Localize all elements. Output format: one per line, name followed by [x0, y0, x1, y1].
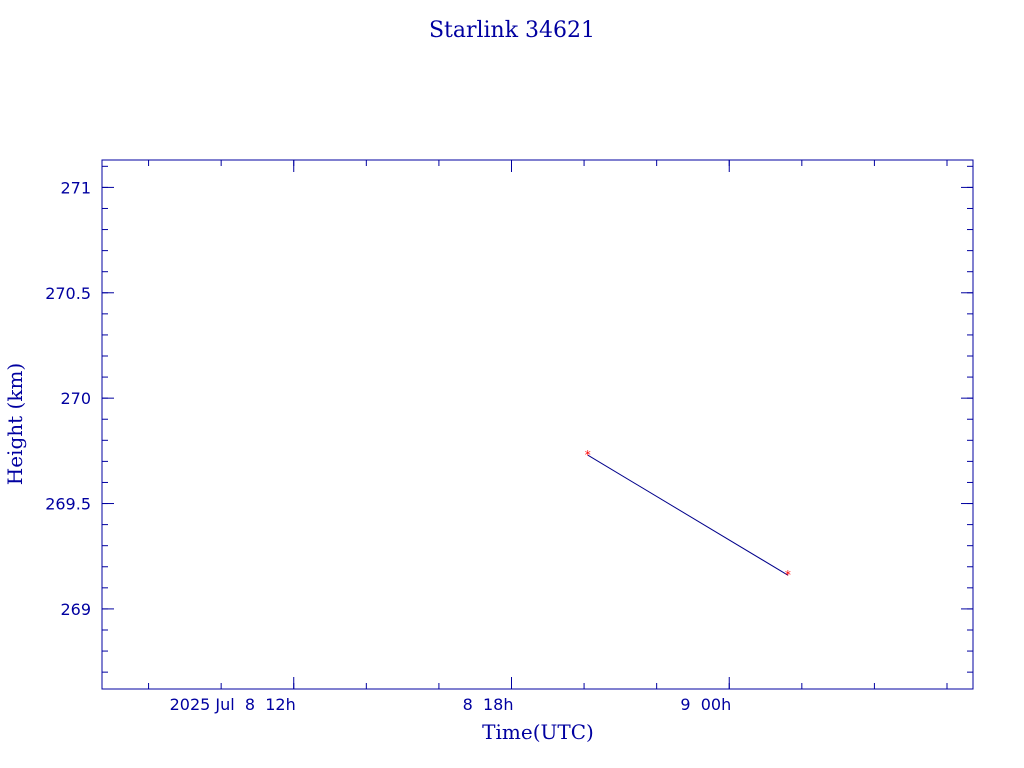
- data-point: *: [585, 448, 591, 462]
- y-axis-ticks: [102, 165, 973, 673]
- y-tick-label: 270: [60, 389, 91, 408]
- y-tick-label: 269: [60, 600, 91, 619]
- y-axis-label: Height (km): [3, 363, 27, 485]
- series-line: [587, 454, 789, 576]
- chart-title: Starlink 34621: [429, 18, 595, 43]
- data-point: *: [785, 568, 791, 582]
- x-axis-tick-labels: 2025 Jul 8 12h 8 18h 9 00h: [170, 695, 732, 714]
- y-tick-label: 269.5: [45, 495, 91, 514]
- x-tick-label: 2025 Jul 8 12h: [170, 695, 296, 714]
- series-layer: **: [585, 448, 791, 582]
- x-tick-label: 9 00h: [680, 695, 731, 714]
- y-axis-tick-labels: 269 269.5 270 270.5 271: [45, 178, 91, 619]
- x-axis-ticks: [148, 160, 948, 689]
- plot-frame: [101, 159, 974, 690]
- x-tick-label: 8 18h: [463, 695, 514, 714]
- x-axis-label: Time(UTC): [482, 720, 594, 744]
- y-tick-label: 270.5: [45, 284, 91, 303]
- y-tick-label: 271: [60, 178, 91, 197]
